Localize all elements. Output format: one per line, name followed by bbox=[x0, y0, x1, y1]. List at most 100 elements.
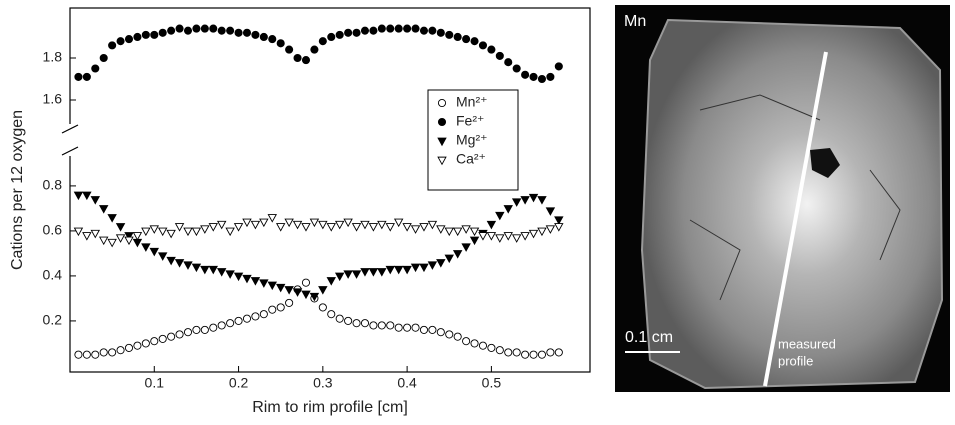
point bbox=[537, 196, 547, 205]
point bbox=[487, 45, 496, 54]
point bbox=[301, 290, 311, 300]
legend-marker bbox=[437, 137, 447, 147]
point bbox=[461, 243, 471, 252]
point bbox=[554, 348, 563, 357]
point bbox=[351, 270, 362, 279]
point bbox=[259, 310, 268, 319]
point bbox=[141, 227, 151, 237]
point bbox=[419, 26, 429, 35]
point bbox=[292, 288, 303, 297]
point bbox=[158, 334, 167, 343]
point bbox=[360, 319, 370, 328]
point bbox=[419, 223, 429, 232]
scale-bar-label: 0.1 cm bbox=[625, 329, 673, 346]
point bbox=[386, 24, 395, 33]
point bbox=[326, 277, 336, 286]
point bbox=[402, 265, 412, 275]
x-tick-label: 0.5 bbox=[482, 375, 502, 391]
point bbox=[453, 332, 462, 341]
point bbox=[200, 325, 209, 334]
point bbox=[554, 216, 564, 225]
point bbox=[268, 305, 277, 314]
point bbox=[82, 350, 91, 359]
point bbox=[393, 218, 404, 228]
point bbox=[419, 325, 429, 334]
point bbox=[192, 325, 201, 334]
point bbox=[74, 350, 83, 359]
point bbox=[486, 232, 497, 241]
point bbox=[285, 298, 294, 307]
point bbox=[251, 312, 260, 321]
point bbox=[74, 72, 83, 81]
point bbox=[402, 223, 412, 232]
legend-marker bbox=[437, 156, 447, 166]
axis-break-gap bbox=[66, 124, 74, 156]
legend-label: Mg²⁺ bbox=[456, 132, 488, 148]
point bbox=[242, 274, 252, 284]
x-tick-label: 0.1 bbox=[145, 375, 165, 391]
point bbox=[385, 265, 395, 275]
point bbox=[174, 223, 185, 232]
point bbox=[251, 30, 260, 39]
point bbox=[528, 229, 539, 239]
point bbox=[393, 265, 404, 275]
point bbox=[124, 236, 134, 246]
point bbox=[293, 53, 302, 63]
point bbox=[166, 229, 176, 239]
point bbox=[545, 207, 556, 216]
point bbox=[368, 223, 379, 232]
point bbox=[73, 227, 84, 237]
x-tick-label: 0.3 bbox=[313, 375, 333, 391]
point bbox=[318, 220, 328, 230]
point bbox=[150, 30, 159, 39]
y-tick-label: 1.8 bbox=[43, 49, 63, 65]
point bbox=[386, 321, 395, 330]
point bbox=[470, 37, 479, 46]
point bbox=[327, 32, 336, 42]
x-axis-label: Rim to rim profile [cm] bbox=[252, 399, 408, 416]
point bbox=[191, 227, 202, 237]
point bbox=[174, 259, 185, 268]
point bbox=[344, 28, 353, 37]
point bbox=[167, 26, 176, 35]
point bbox=[469, 227, 480, 237]
point bbox=[537, 227, 547, 237]
point bbox=[124, 232, 134, 241]
point bbox=[209, 24, 218, 33]
point bbox=[217, 26, 226, 35]
point bbox=[200, 24, 209, 33]
point bbox=[385, 223, 395, 232]
point bbox=[377, 268, 387, 277]
point bbox=[82, 191, 92, 201]
point bbox=[175, 24, 184, 33]
annotation: measured bbox=[778, 336, 836, 351]
point bbox=[377, 220, 387, 230]
point bbox=[352, 319, 361, 328]
point bbox=[351, 223, 362, 232]
point bbox=[267, 281, 277, 291]
y-axis-label: Cations per 12 oxygen bbox=[9, 110, 26, 270]
point bbox=[327, 310, 336, 319]
x-tick-label: 0.4 bbox=[397, 375, 417, 391]
point bbox=[554, 223, 564, 232]
point bbox=[343, 270, 353, 279]
point bbox=[335, 30, 344, 39]
point bbox=[453, 32, 462, 42]
point bbox=[158, 28, 167, 37]
point bbox=[276, 303, 285, 312]
point bbox=[216, 220, 227, 230]
point bbox=[436, 328, 445, 337]
point bbox=[343, 218, 353, 228]
point bbox=[116, 346, 125, 355]
axis-break-mark bbox=[61, 124, 79, 134]
point bbox=[108, 41, 117, 50]
point bbox=[360, 220, 370, 230]
point bbox=[469, 236, 480, 246]
point bbox=[234, 316, 243, 325]
axis-break-mark bbox=[61, 146, 79, 156]
point bbox=[334, 220, 345, 230]
point bbox=[107, 238, 117, 248]
point bbox=[250, 220, 261, 230]
point bbox=[377, 24, 386, 33]
point bbox=[344, 316, 353, 325]
